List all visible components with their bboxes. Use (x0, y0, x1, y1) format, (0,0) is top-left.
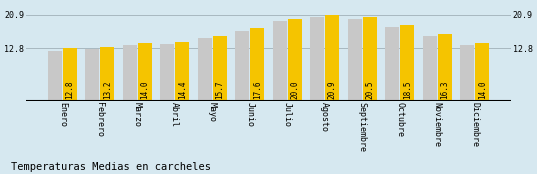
Bar (100, 47, 114, 101)
Text: 20.5: 20.5 (365, 81, 374, 99)
Bar (235, 31, 249, 101)
Bar (175, 42, 190, 101)
Bar (385, 27, 400, 101)
Bar (362, 17, 377, 101)
Bar (475, 43, 489, 101)
Bar (250, 29, 264, 101)
Bar (460, 45, 474, 101)
Text: Temperaturas Medias en carcheles: Temperaturas Medias en carcheles (11, 162, 211, 172)
Bar (288, 19, 302, 101)
Bar (198, 38, 212, 101)
Bar (438, 34, 452, 101)
Bar (423, 36, 437, 101)
Text: 14.4: 14.4 (178, 81, 187, 99)
Text: 14.0: 14.0 (478, 81, 487, 99)
Bar (325, 15, 339, 101)
Bar (137, 43, 152, 101)
Text: 15.7: 15.7 (215, 81, 224, 99)
Bar (85, 49, 99, 101)
Text: 16.3: 16.3 (440, 81, 449, 99)
Bar (273, 21, 287, 101)
Bar (310, 17, 324, 101)
Text: 20.0: 20.0 (290, 81, 299, 99)
Text: 18.5: 18.5 (403, 81, 412, 99)
Bar (160, 44, 175, 101)
Bar (63, 48, 77, 101)
Bar (122, 45, 137, 101)
Text: 17.6: 17.6 (253, 81, 262, 99)
Bar (48, 51, 62, 101)
Bar (213, 36, 227, 101)
Text: 12.8: 12.8 (66, 81, 74, 99)
Text: 13.2: 13.2 (103, 81, 112, 99)
Text: 14.0: 14.0 (140, 81, 149, 99)
Bar (347, 19, 362, 101)
Bar (400, 25, 415, 101)
Text: 20.9: 20.9 (328, 81, 337, 99)
